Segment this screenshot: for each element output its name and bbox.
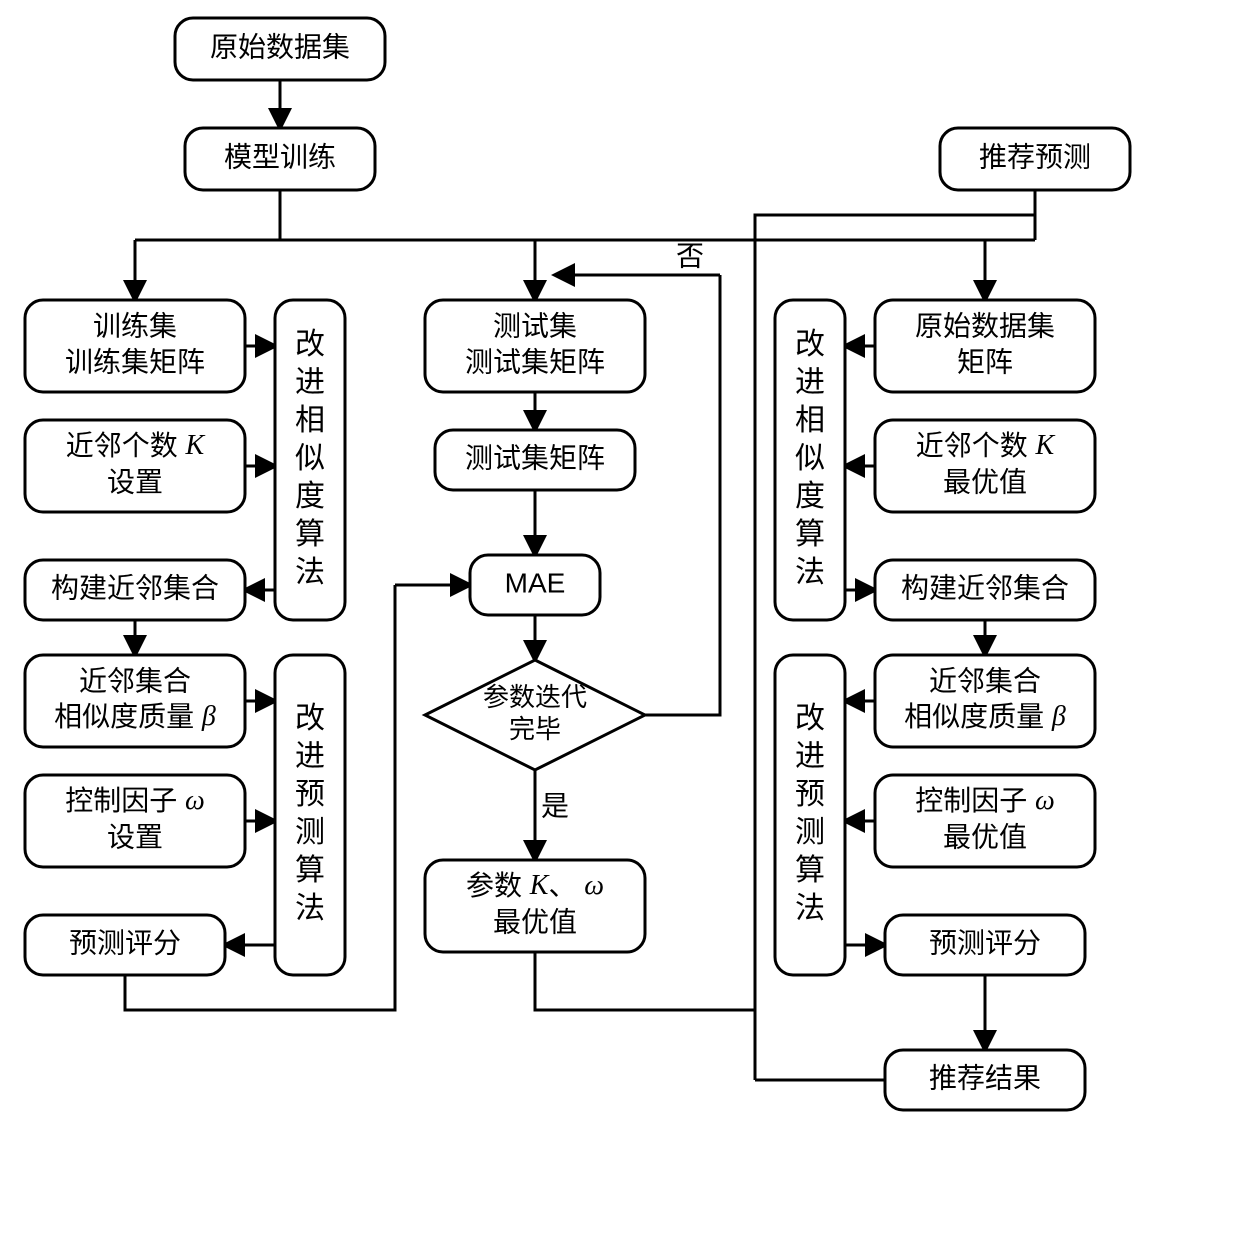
node-label: 训练集 <box>93 310 177 341</box>
node-label: 测试集 <box>493 310 577 341</box>
node-label: 法 <box>295 556 325 589</box>
node-label: 控制因子 ω <box>65 785 205 816</box>
node-label: 算 <box>795 518 825 551</box>
node-label: 最优值 <box>943 466 1027 497</box>
node-label: 最优值 <box>943 821 1027 852</box>
node-label: 模型训练 <box>224 141 336 172</box>
node-label: 相 <box>795 404 825 437</box>
node-label: 最优值 <box>493 906 577 937</box>
node-label: 测试集矩阵 <box>465 346 605 377</box>
node-label: 预 <box>795 778 825 811</box>
node-label: 矩阵 <box>957 346 1013 377</box>
node-label: 改 <box>295 702 325 735</box>
node-label: 相似度质量 β <box>54 701 216 732</box>
edge <box>535 952 755 1010</box>
node-label: 构建近邻集合 <box>901 572 1069 603</box>
node-label: 似 <box>295 442 325 475</box>
node-label: 近邻集合 <box>929 665 1041 696</box>
node-label: 改 <box>795 702 825 735</box>
node-label: 参数 K、 ω <box>466 870 604 901</box>
flowchart-canvas: 原始数据集模型训练推荐预测训练集训练集矩阵近邻个数 K设置构建近邻集合近邻集合相… <box>0 0 1240 1246</box>
node-label: 算 <box>295 854 325 887</box>
node-label: 似 <box>795 442 825 475</box>
node-label: 法 <box>295 892 325 925</box>
node-label: 测 <box>795 816 825 849</box>
edge <box>755 215 1035 240</box>
edge-label-yes: 是 <box>541 790 569 821</box>
node-label: 原始数据集 <box>210 31 350 62</box>
node-label: 推荐结果 <box>929 1062 1041 1093</box>
node-label: 预 <box>295 778 325 811</box>
edge-label-no: 否 <box>676 240 704 271</box>
node-label: 相 <box>295 404 325 437</box>
node-label: 进 <box>295 366 325 399</box>
node-label: 度 <box>295 480 325 513</box>
node-label: 构建近邻集合 <box>51 572 219 603</box>
node-label: 完毕 <box>509 714 561 744</box>
node-label: 算 <box>795 854 825 887</box>
node-label: 近邻个数 K <box>66 430 206 461</box>
node-label: 测 <box>295 816 325 849</box>
node-label: 近邻个数 K <box>916 430 1056 461</box>
node-label: 法 <box>795 892 825 925</box>
node-label: 训练集矩阵 <box>65 346 205 377</box>
node-label: 设置 <box>107 821 163 852</box>
node-label: 改 <box>795 328 825 361</box>
node-label: 推荐预测 <box>979 141 1091 172</box>
node-label: 法 <box>795 556 825 589</box>
nodes-layer: 原始数据集模型训练推荐预测训练集训练集矩阵近邻个数 K设置构建近邻集合近邻集合相… <box>25 18 1130 1110</box>
node-label: 预测评分 <box>69 927 181 958</box>
node-label: 度 <box>795 480 825 513</box>
node-label: 参数迭代 <box>483 682 587 712</box>
node-label: 改 <box>295 328 325 361</box>
node-label: 控制因子 ω <box>915 785 1055 816</box>
node-label: 进 <box>295 740 325 773</box>
node-label: 进 <box>795 740 825 773</box>
node-label: 测试集矩阵 <box>465 442 605 473</box>
node-label: 相似度质量 β <box>904 701 1066 732</box>
node-label: 算 <box>295 518 325 551</box>
node-label: 设置 <box>107 466 163 497</box>
node-label: MAE <box>505 567 566 598</box>
node-label: 原始数据集 <box>915 310 1055 341</box>
node-label: 预测评分 <box>929 927 1041 958</box>
edge <box>645 275 720 715</box>
node-label: 近邻集合 <box>79 665 191 696</box>
node-label: 进 <box>795 366 825 399</box>
